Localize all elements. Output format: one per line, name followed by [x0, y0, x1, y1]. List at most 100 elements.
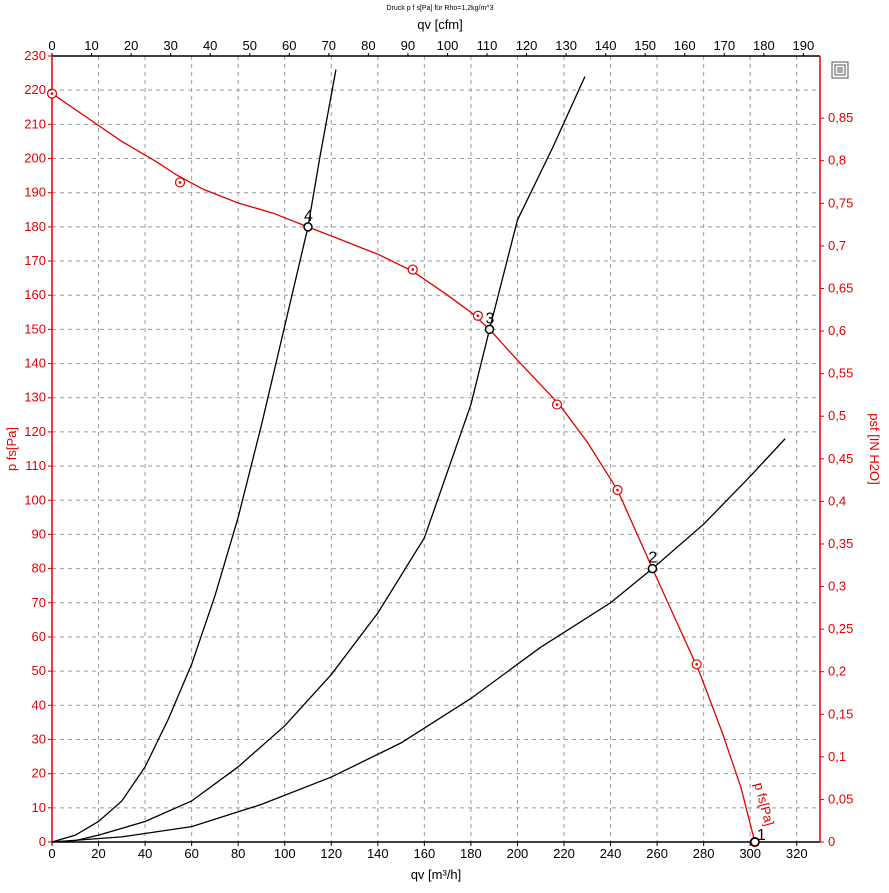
y2-tick-label: 0,4	[828, 493, 846, 508]
y-tick-label: 30	[32, 731, 46, 746]
y-tick-label: 220	[24, 82, 46, 97]
system-curve-line	[51, 76, 586, 843]
y-tick-label: 120	[24, 424, 46, 439]
x-tick-label: 240	[600, 846, 622, 861]
x2-tick-label: 150	[634, 38, 656, 53]
y-axis-label: p fs[Pa]	[4, 427, 19, 471]
y-tick-label: 180	[24, 219, 46, 234]
y-tick-label: 150	[24, 321, 46, 336]
x-tick-label: 60	[184, 846, 198, 861]
operating-point-label: 2	[648, 550, 657, 567]
operating-point-label: 4	[304, 208, 313, 225]
y2-tick-label: 0,75	[828, 195, 853, 210]
y-tick-label: 130	[24, 390, 46, 405]
x2-tick-label: 30	[163, 38, 177, 53]
x2-tick-label: 180	[753, 38, 775, 53]
x-tick-label: 280	[693, 846, 715, 861]
ticks-layer: 0 20 40 60 80 100 120 140 160 180 200 220 240 260 280 3…	[24, 38, 853, 861]
y2-tick-label: 0,05	[828, 791, 853, 806]
x2-tick-label: 20	[124, 38, 138, 53]
y-tick-label: 170	[24, 253, 46, 268]
y2-tick-label: 0,35	[828, 536, 853, 551]
x-axis-label: qv [m³/h]	[411, 867, 462, 882]
x2-tick-label: 120	[516, 38, 538, 53]
y2-tick-label: 0,5	[828, 408, 846, 423]
y2-tick-label: 0,65	[828, 280, 853, 295]
y2-tick-label: 0,6	[828, 323, 846, 338]
x-tick-label: 320	[786, 846, 808, 861]
x-tick-label: 200	[507, 846, 529, 861]
x-tick-label: 100	[274, 846, 296, 861]
system-curve-line	[51, 69, 337, 843]
x2-tick-label: 50	[242, 38, 256, 53]
x2-tick-label: 170	[713, 38, 735, 53]
operating-point-label: 3	[486, 310, 495, 327]
x-tick-label: 140	[367, 846, 389, 861]
y-tick-label: 60	[32, 629, 46, 644]
series-name-label: p fs[Pa]	[751, 781, 777, 827]
fan-curve-marker-dot	[178, 181, 182, 184]
x2-tick-label: 110	[477, 38, 498, 53]
y-tick-label: 40	[32, 697, 46, 712]
y-tick-label: 70	[32, 595, 46, 610]
y-tick-label: 190	[24, 185, 46, 200]
y2-tick-label: 0,7	[828, 238, 846, 253]
x2-tick-label: 40	[203, 38, 217, 53]
markers-layer: 1 2 3 4 p fs[Pa]	[46, 88, 777, 848]
y-tick-label: 160	[24, 287, 46, 302]
x2-tick-label: 130	[555, 38, 577, 53]
fan-curve-marker-dot	[50, 92, 54, 95]
y2-axis-label: psf [IN H2O]	[867, 413, 882, 485]
y2-tick-label: 0,55	[828, 366, 853, 381]
y-tick-label: 210	[24, 116, 46, 131]
operating-point-marker	[750, 837, 760, 847]
fan-curve-marker-dot	[555, 403, 559, 406]
y-tick-label: 20	[32, 766, 46, 781]
y-tick-label: 90	[32, 526, 46, 541]
x-tick-label: 40	[138, 846, 152, 861]
y2-tick-label: 0,85	[828, 110, 853, 125]
x2-axis-label: qv [cfm]	[417, 17, 463, 32]
x-tick-label: 300	[739, 846, 761, 861]
y-tick-label: 80	[32, 561, 46, 576]
x2-tick-label: 80	[361, 38, 375, 53]
y2-tick-label: 0,15	[828, 706, 853, 721]
y2-tick-label: 0,1	[828, 749, 846, 764]
operating-point-marker	[303, 222, 313, 232]
fan-curve-marker-dot	[411, 268, 415, 271]
x-tick-label: 80	[231, 846, 245, 861]
x2-tick-label: 100	[437, 38, 459, 53]
x-tick-label: 260	[646, 846, 668, 861]
series-layer	[51, 69, 786, 843]
fan-curve-line	[51, 93, 756, 843]
y2-tick-label: 0,45	[828, 451, 853, 466]
y-tick-label: 100	[24, 492, 46, 507]
x-tick-label: 220	[553, 846, 575, 861]
x-tick-label: 20	[91, 846, 105, 861]
y-tick-label: 140	[24, 356, 46, 371]
chart-title: Druck p f s[Pa] für Rho=1,2kg/m^3	[387, 5, 494, 12]
fan-curve-marker-dot	[695, 662, 698, 666]
x2-tick-label: 90	[401, 38, 415, 53]
axes-layer	[51, 55, 821, 843]
x2-tick-label: 160	[674, 38, 696, 53]
y-tick-label: 10	[32, 800, 46, 815]
grid-layer	[52, 56, 820, 842]
operating-point-marker	[647, 563, 658, 574]
x2-tick-label: 140	[595, 38, 617, 53]
x2-tick-label: 60	[282, 38, 296, 53]
y-tick-label: 0	[39, 834, 46, 849]
x-tick-label: 180	[460, 846, 482, 861]
y-tick-label: 230	[24, 48, 46, 63]
export-icon[interactable]	[831, 61, 849, 79]
system-curve-line	[51, 438, 786, 843]
y2-tick-label: 0,3	[828, 579, 846, 594]
x2-tick-label: 10	[84, 38, 98, 53]
y2-tick-label: 0,25	[828, 621, 853, 636]
y2-tick-label: 0	[828, 834, 835, 849]
fan-curve-marker-dot	[616, 488, 619, 492]
y2-tick-label: 0,2	[828, 664, 846, 679]
y-tick-label: 200	[24, 151, 46, 166]
